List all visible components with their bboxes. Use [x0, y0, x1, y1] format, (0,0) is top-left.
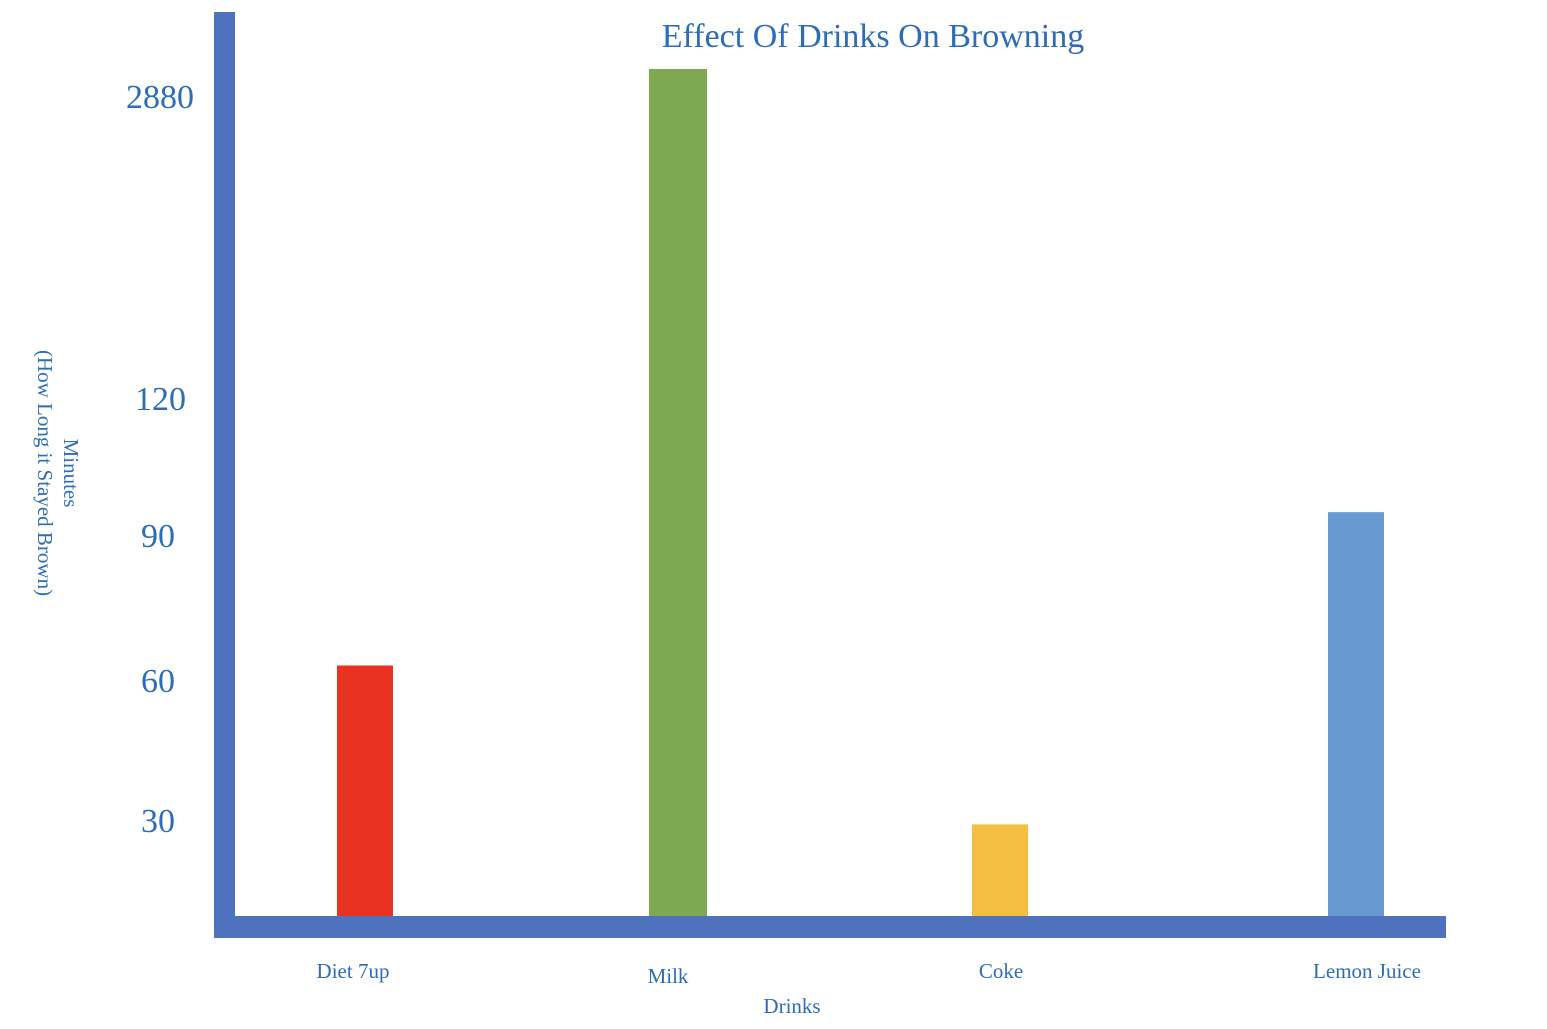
bars-group: [337, 69, 1384, 916]
y-tick-label-90: 90: [141, 518, 175, 555]
y-axis-line: [214, 12, 235, 938]
y-tick-labels: 30 60 90 120 2880: [126, 79, 194, 840]
x-label-diet-7up: Diet 7up: [317, 959, 390, 983]
chart-title: Effect Of Drinks On Browning: [662, 18, 1084, 55]
bar-lemon-juice: [1328, 512, 1384, 916]
x-axis-line: [214, 916, 1446, 938]
y-tick-label-30: 30: [141, 803, 175, 840]
y-tick-label-60: 60: [141, 663, 175, 700]
x-axis-label: Drinks: [763, 994, 820, 1018]
y-axis-label-line1: Minutes: [59, 439, 83, 508]
y-axis-label-line2: (How Long it Stayed Brown): [33, 350, 57, 596]
bar-coke: [972, 824, 1028, 916]
y-tick-label-120: 120: [135, 381, 186, 418]
y-tick-label-2880: 2880: [126, 79, 194, 116]
x-tick-labels: Diet 7up Milk Coke Lemon Juice: [317, 959, 1421, 988]
bar-diet-7up: [337, 665, 393, 916]
x-label-coke: Coke: [979, 959, 1023, 983]
x-label-milk: Milk: [648, 964, 689, 988]
bar-milk: [649, 69, 707, 916]
x-label-lemon-juice: Lemon Juice: [1313, 959, 1421, 983]
